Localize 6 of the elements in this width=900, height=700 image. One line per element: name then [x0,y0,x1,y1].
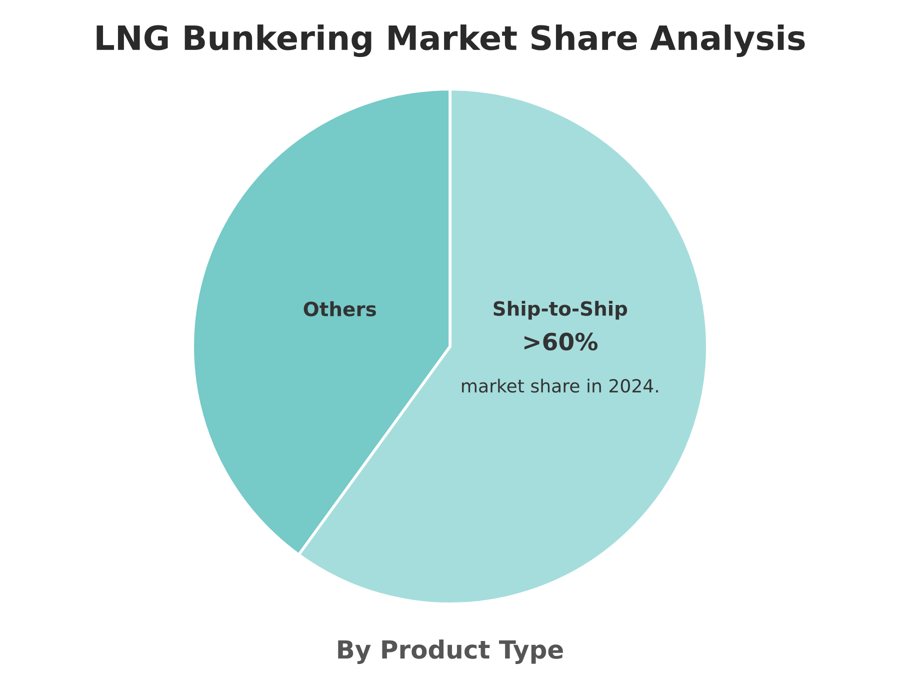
slice-label: Others [304,301,376,316]
text: market share in 2024. [462,378,658,393]
text: By Product Type [338,640,563,664]
data-label: >60% [524,332,598,351]
slice-label: Ship-to-Ship [494,300,628,320]
chart-title: LNG Bunkering Market Share Analysis [96,24,805,58]
